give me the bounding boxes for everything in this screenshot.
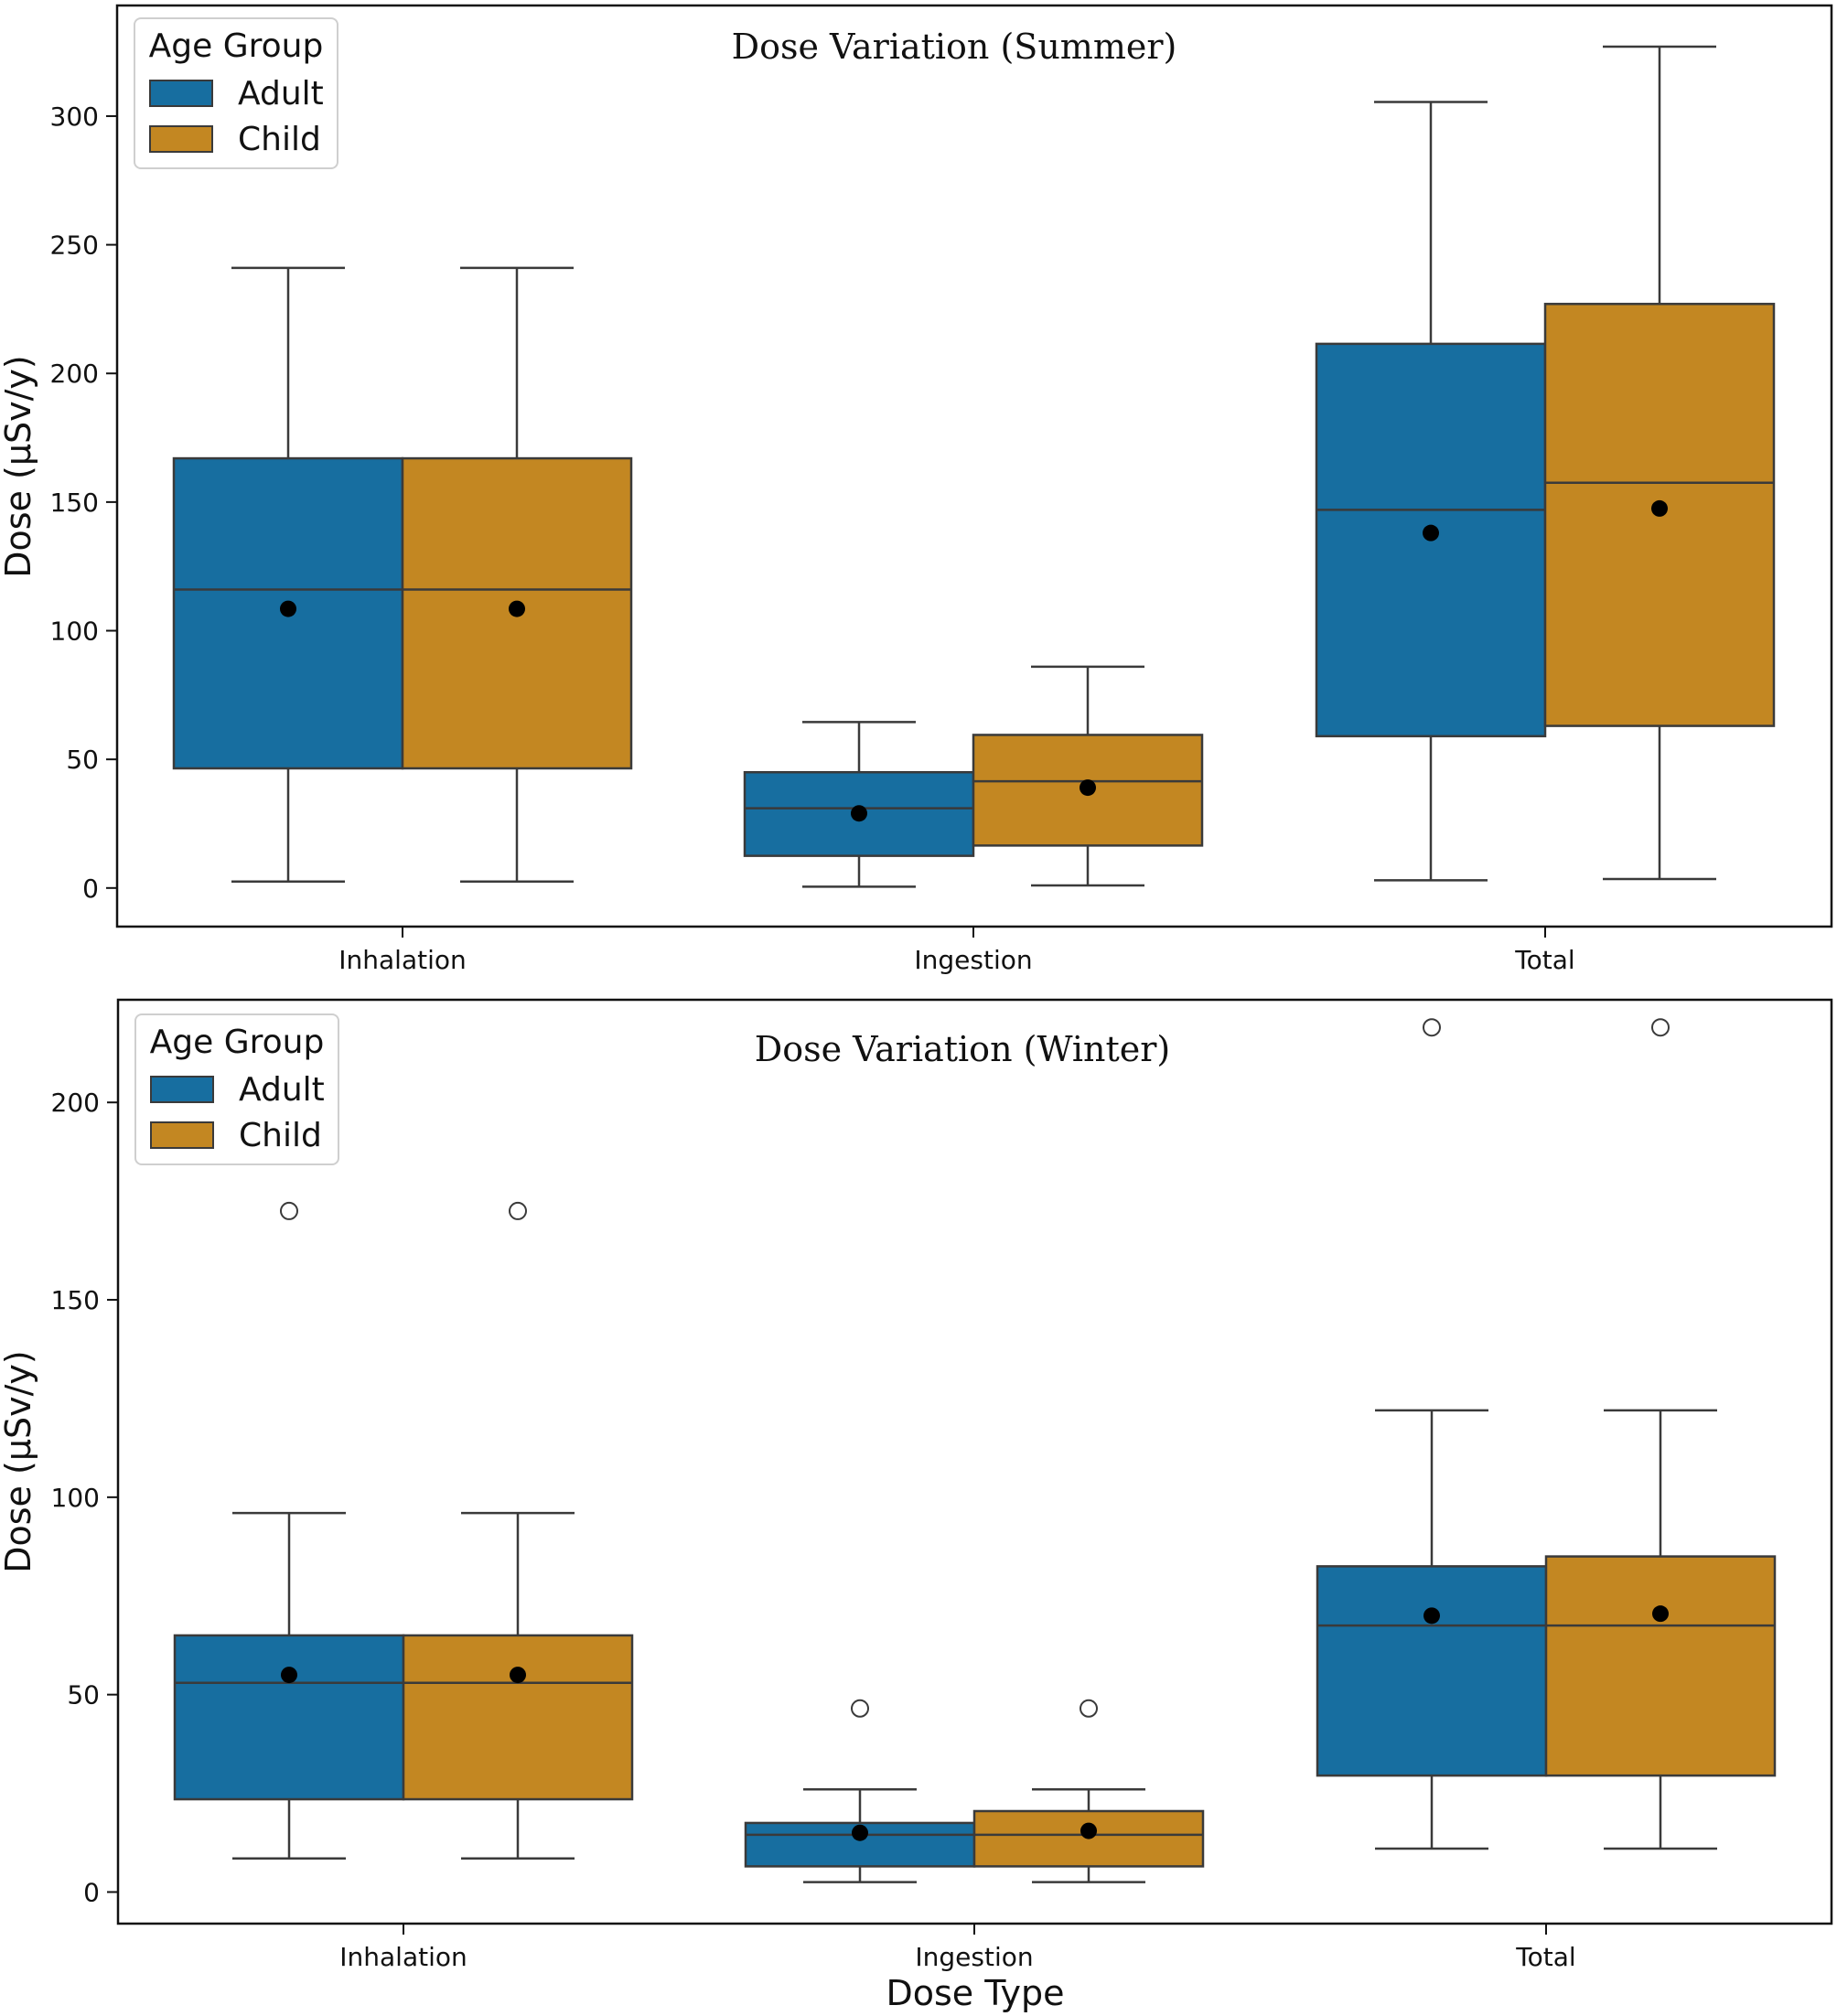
y-tick-label: 100 <box>50 617 99 647</box>
adult-total-box <box>1316 1018 1548 1850</box>
legend-child-label: Child <box>239 1117 322 1154</box>
legend-adult-swatch <box>149 80 213 107</box>
winter-chart-panel: 0 50 100 150 200 Inhalation Ingestion Total Do… <box>0 998 1833 1972</box>
y-tick-label: 50 <box>67 1680 100 1710</box>
mean-marker <box>510 1667 526 1684</box>
x-axis-label: Dose Type <box>886 1973 1064 2013</box>
child-total-box <box>1544 1018 1777 1850</box>
legend-adult-swatch <box>150 1076 214 1103</box>
iqr-box <box>173 1634 405 1801</box>
legend-adult-label: Adult <box>238 75 324 113</box>
child-inhalation-box <box>401 266 633 884</box>
outlier-point <box>851 1699 869 1718</box>
winter-chart-title: Dose Variation (Winter) <box>755 1029 1170 1069</box>
outlier-point <box>1080 1699 1098 1718</box>
mean-marker <box>1080 779 1096 797</box>
x-tick-label: Ingestion <box>914 945 1032 975</box>
mean-marker <box>851 805 867 822</box>
legend-child-label: Child <box>238 121 321 158</box>
summer-legend: Age Group Adult Child <box>134 17 338 169</box>
y-tick-label: 200 <box>51 1088 100 1118</box>
outlier-point <box>280 1201 298 1220</box>
legend-adult-label: Adult <box>239 1071 325 1109</box>
outlier-point <box>509 1201 527 1220</box>
mean-marker <box>1651 499 1668 517</box>
y-tick-label: 0 <box>82 874 99 904</box>
mean-marker <box>280 600 296 617</box>
y-tick-label: 250 <box>50 231 99 261</box>
mean-marker <box>281 1667 297 1684</box>
iqr-box <box>402 1634 634 1801</box>
x-tick-label: Total <box>1515 1942 1575 1972</box>
iqr-box <box>1544 1555 1777 1777</box>
mean-marker <box>1080 1822 1097 1839</box>
legend-child-swatch <box>149 125 213 153</box>
y-tick-label: 0 <box>83 1877 100 1907</box>
winter-legend: Age Group Adult Child <box>134 1013 339 1165</box>
adult-ingestion-box <box>744 1699 976 1883</box>
y-tick-label: 300 <box>50 102 99 132</box>
winter-chart-marks <box>173 1018 1777 1883</box>
winter-y-ticks: 0 50 100 150 200 <box>51 1088 118 1907</box>
child-ingestion-box <box>972 1699 1205 1883</box>
y-tick-label: 150 <box>50 488 99 518</box>
iqr-box <box>1316 1565 1548 1777</box>
y-tick-label: 150 <box>51 1285 100 1315</box>
summer-y-ticks: 0 50 100 150 200 250 300 <box>50 102 117 904</box>
summer-y-axis-label: Dose (µSv/y) <box>0 355 38 578</box>
summer-chart-marks <box>172 45 1776 888</box>
y-tick-label: 100 <box>51 1483 100 1513</box>
summer-chart-title: Dose Variation (Summer) <box>732 27 1177 67</box>
x-tick-label: Ingestion <box>915 1942 1033 1972</box>
legend-child-swatch <box>150 1121 214 1149</box>
winter-x-ticks: Inhalation Ingestion Total <box>339 1924 1576 1972</box>
outlier-point <box>1651 1018 1670 1037</box>
outlier-point <box>1423 1018 1441 1037</box>
adult-ingestion-box <box>743 721 975 888</box>
legend-title: Age Group <box>150 1024 325 1061</box>
child-inhalation-box <box>402 1201 634 1861</box>
adult-inhalation-box <box>173 1201 405 1861</box>
x-tick-label: Inhalation <box>339 1942 467 1972</box>
adult-total-box <box>1315 101 1547 882</box>
y-tick-label: 200 <box>50 359 99 389</box>
legend-title: Age Group <box>149 27 324 65</box>
x-tick-label: Inhalation <box>338 945 466 975</box>
summer-x-ticks: Inhalation Ingestion Total <box>338 927 1575 975</box>
winter-y-axis-label: Dose (µSv/y) <box>0 1350 38 1573</box>
adult-inhalation-box <box>172 266 404 884</box>
x-tick-label: Total <box>1514 945 1574 975</box>
child-total-box <box>1543 45 1776 881</box>
summer-chart-panel: 0 50 100 150 200 250 300 Inhalation Ingestion To… <box>0 4 1833 975</box>
mean-marker <box>509 600 525 617</box>
mean-marker <box>852 1824 868 1841</box>
mean-marker <box>1423 524 1439 542</box>
mean-marker <box>1423 1607 1440 1625</box>
y-tick-label: 50 <box>66 745 99 775</box>
child-ingestion-box <box>972 665 1204 887</box>
mean-marker <box>1652 1605 1669 1623</box>
